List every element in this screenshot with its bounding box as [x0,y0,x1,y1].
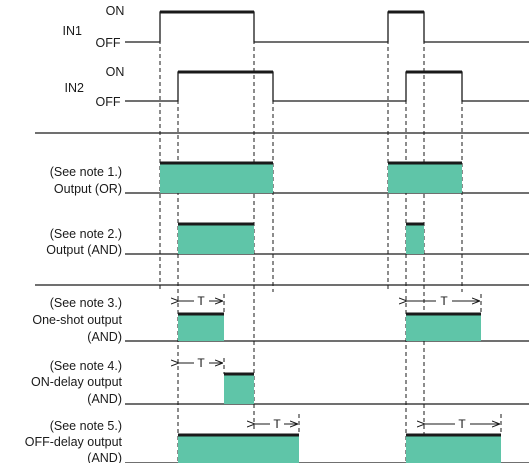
output-or-pulse-a [160,163,273,193]
oneshot-timer-label-b: T [440,294,448,308]
output-ondelay-note: (See note 4.) [50,359,122,373]
in1-waveform [125,11,529,43]
output-oneshot-sub: (AND) [87,330,122,344]
output-offdelay-sub: (AND) [87,451,122,463]
output-oneshot-label: One-shot output [32,313,122,327]
output-oneshot: (See note 3.) One-shot output (AND) T T [32,294,529,344]
output-and-note: (See note 2.) [50,227,122,241]
in1-signal: ON IN1 OFF [63,4,529,50]
in2-name: IN2 [65,81,85,95]
output-and-pulse-b [406,224,424,254]
in2-on-label: ON [106,65,125,79]
guide-lines [159,12,463,463]
output-or-pulse-b [388,163,462,193]
output-ondelay-sub: (AND) [87,392,122,406]
output-ondelay-pulse [224,374,254,404]
in1-on-label: ON [106,4,125,18]
output-or-label: Output (OR) [54,182,122,196]
output-or: (See note 1.) Output (OR) [50,161,529,196]
output-oneshot-note: (See note 3.) [50,296,122,310]
in2-off-label: OFF [96,95,121,109]
in1-off-label: OFF [96,36,121,50]
output-offdelay-label: OFF-delay output [25,435,123,449]
output-and: (See note 2.) Output (AND) [46,222,529,257]
in2-signal: ON IN2 OFF [65,65,529,109]
in1-name: IN1 [63,24,83,38]
output-offdelay-pulse-b [406,435,501,463]
output-offdelay: (See note 5.) OFF-delay output (AND) T T [25,414,529,463]
offdelay-timer-label-b: T [458,417,466,431]
output-or-note: (See note 1.) [50,165,122,179]
output-oneshot-pulse-a [178,314,224,341]
output-offdelay-note: (See note 5.) [50,419,122,433]
oneshot-timer-label-a: T [197,294,205,308]
in2-waveform [125,71,529,102]
output-and-label: Output (AND) [46,243,122,257]
offdelay-timer-label-a: T [273,417,281,431]
output-and-pulse-a [178,224,254,254]
output-offdelay-pulse-a [178,435,299,463]
output-ondelay: (See note 4.) ON-delay output (AND) T [31,356,529,406]
ondelay-timer-label: T [197,356,205,370]
output-oneshot-pulse-b [406,314,481,341]
output-ondelay-label: ON-delay output [31,375,123,389]
